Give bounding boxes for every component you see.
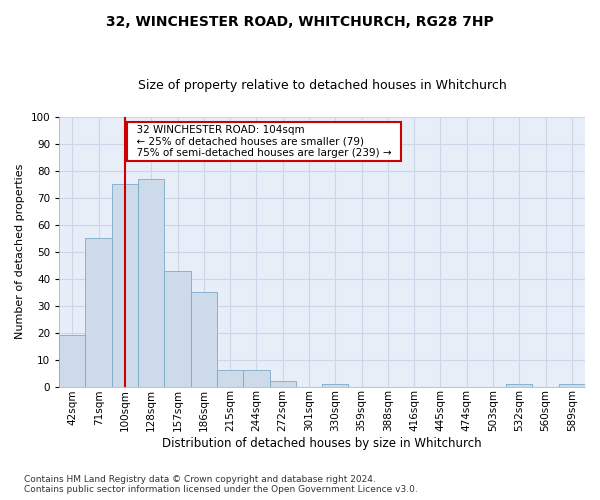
Text: 32, WINCHESTER ROAD, WHITCHURCH, RG28 7HP: 32, WINCHESTER ROAD, WHITCHURCH, RG28 7H… xyxy=(106,15,494,29)
Bar xyxy=(217,370,243,386)
Bar xyxy=(269,381,296,386)
Text: 32 WINCHESTER ROAD: 104sqm  
  ← 25% of detached houses are smaller (79)  
  75%: 32 WINCHESTER ROAD: 104sqm ← 25% of deta… xyxy=(130,125,398,158)
Bar xyxy=(191,292,217,386)
Bar xyxy=(112,184,138,386)
Y-axis label: Number of detached properties: Number of detached properties xyxy=(15,164,25,340)
Bar xyxy=(243,370,269,386)
Bar xyxy=(506,384,532,386)
Bar xyxy=(322,384,349,386)
Bar xyxy=(559,384,585,386)
Bar xyxy=(164,270,191,386)
Bar xyxy=(138,179,164,386)
Bar xyxy=(59,336,85,386)
Text: Contains HM Land Registry data © Crown copyright and database right 2024.
Contai: Contains HM Land Registry data © Crown c… xyxy=(24,474,418,494)
Title: Size of property relative to detached houses in Whitchurch: Size of property relative to detached ho… xyxy=(138,79,506,92)
Bar xyxy=(85,238,112,386)
X-axis label: Distribution of detached houses by size in Whitchurch: Distribution of detached houses by size … xyxy=(162,437,482,450)
